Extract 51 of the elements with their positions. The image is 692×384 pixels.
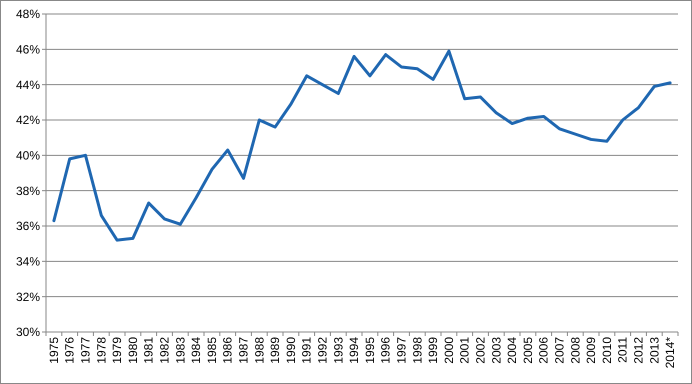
y-tick-label: 48% bbox=[16, 7, 40, 22]
x-tick-label: 1987 bbox=[236, 336, 250, 364]
x-tick-label: 1976 bbox=[62, 336, 77, 364]
x-tick-label: 2006 bbox=[536, 336, 551, 364]
y-tick-label: 46% bbox=[16, 42, 40, 57]
x-tick-label: 1999 bbox=[426, 336, 440, 364]
line-series bbox=[52, 50, 672, 242]
y-tick-label: 36% bbox=[16, 219, 40, 234]
x-tick-label: 1989 bbox=[268, 336, 282, 364]
y-tick-label: 34% bbox=[16, 254, 40, 269]
x-tick-label: 1980 bbox=[126, 336, 140, 364]
x-tick-label: 1984 bbox=[189, 336, 204, 364]
x-tick-label: 1988 bbox=[252, 336, 266, 364]
x-tick-label: 1983 bbox=[173, 336, 188, 364]
x-tick-label: 1996 bbox=[378, 336, 393, 364]
x-tick-label: 1975 bbox=[46, 336, 61, 364]
x-tick-label: 1995 bbox=[362, 336, 377, 364]
y-tick-label: 30% bbox=[16, 325, 40, 340]
x-tick-label: 1982 bbox=[158, 336, 172, 364]
y-tick-label: 44% bbox=[16, 78, 40, 92]
y-tick-label: 40% bbox=[16, 148, 40, 163]
x-tick-label: 1990 bbox=[284, 336, 298, 364]
x-tick-label: 1991 bbox=[300, 336, 314, 364]
y-tick-label: 38% bbox=[16, 184, 40, 198]
y-tick-label: 32% bbox=[16, 290, 40, 304]
x-tick-label: 2002 bbox=[474, 336, 488, 364]
x-tick-label: 2003 bbox=[489, 336, 504, 364]
x-tick-label: 2000 bbox=[442, 336, 456, 364]
x-tick-label: 1997 bbox=[394, 336, 408, 364]
x-tick-label: 2008 bbox=[568, 336, 582, 364]
x-tick-label: 1978 bbox=[94, 336, 108, 364]
x-tick-label: 1985 bbox=[204, 336, 219, 364]
x-tick-label: 1993 bbox=[331, 336, 346, 364]
x-tick-label: 2010 bbox=[600, 336, 614, 364]
x-tick-label: 1977 bbox=[78, 336, 92, 364]
x-tick-label: 2007 bbox=[552, 336, 566, 364]
x-tick-label: 2014* bbox=[663, 336, 678, 368]
x-tick-label: 2011 bbox=[616, 336, 630, 363]
x-tick-label: 1994 bbox=[347, 336, 362, 364]
x-tick-label: 2004 bbox=[505, 336, 520, 364]
x-tick-label: 1979 bbox=[110, 336, 124, 364]
x-tick-label: 1992 bbox=[316, 336, 330, 364]
x-tick-label: 2009 bbox=[584, 336, 598, 364]
x-tick-label: 2005 bbox=[520, 336, 535, 364]
x-tick-label: 2013 bbox=[647, 336, 662, 364]
x-tick-label: 2012 bbox=[632, 336, 646, 364]
x-tick-label: 1986 bbox=[220, 336, 235, 364]
y-tick-label: 42% bbox=[16, 113, 40, 128]
x-tick-label: 2001 bbox=[458, 336, 472, 364]
x-tick-label: 1998 bbox=[410, 336, 424, 364]
x-tick-label: 1981 bbox=[142, 336, 156, 364]
